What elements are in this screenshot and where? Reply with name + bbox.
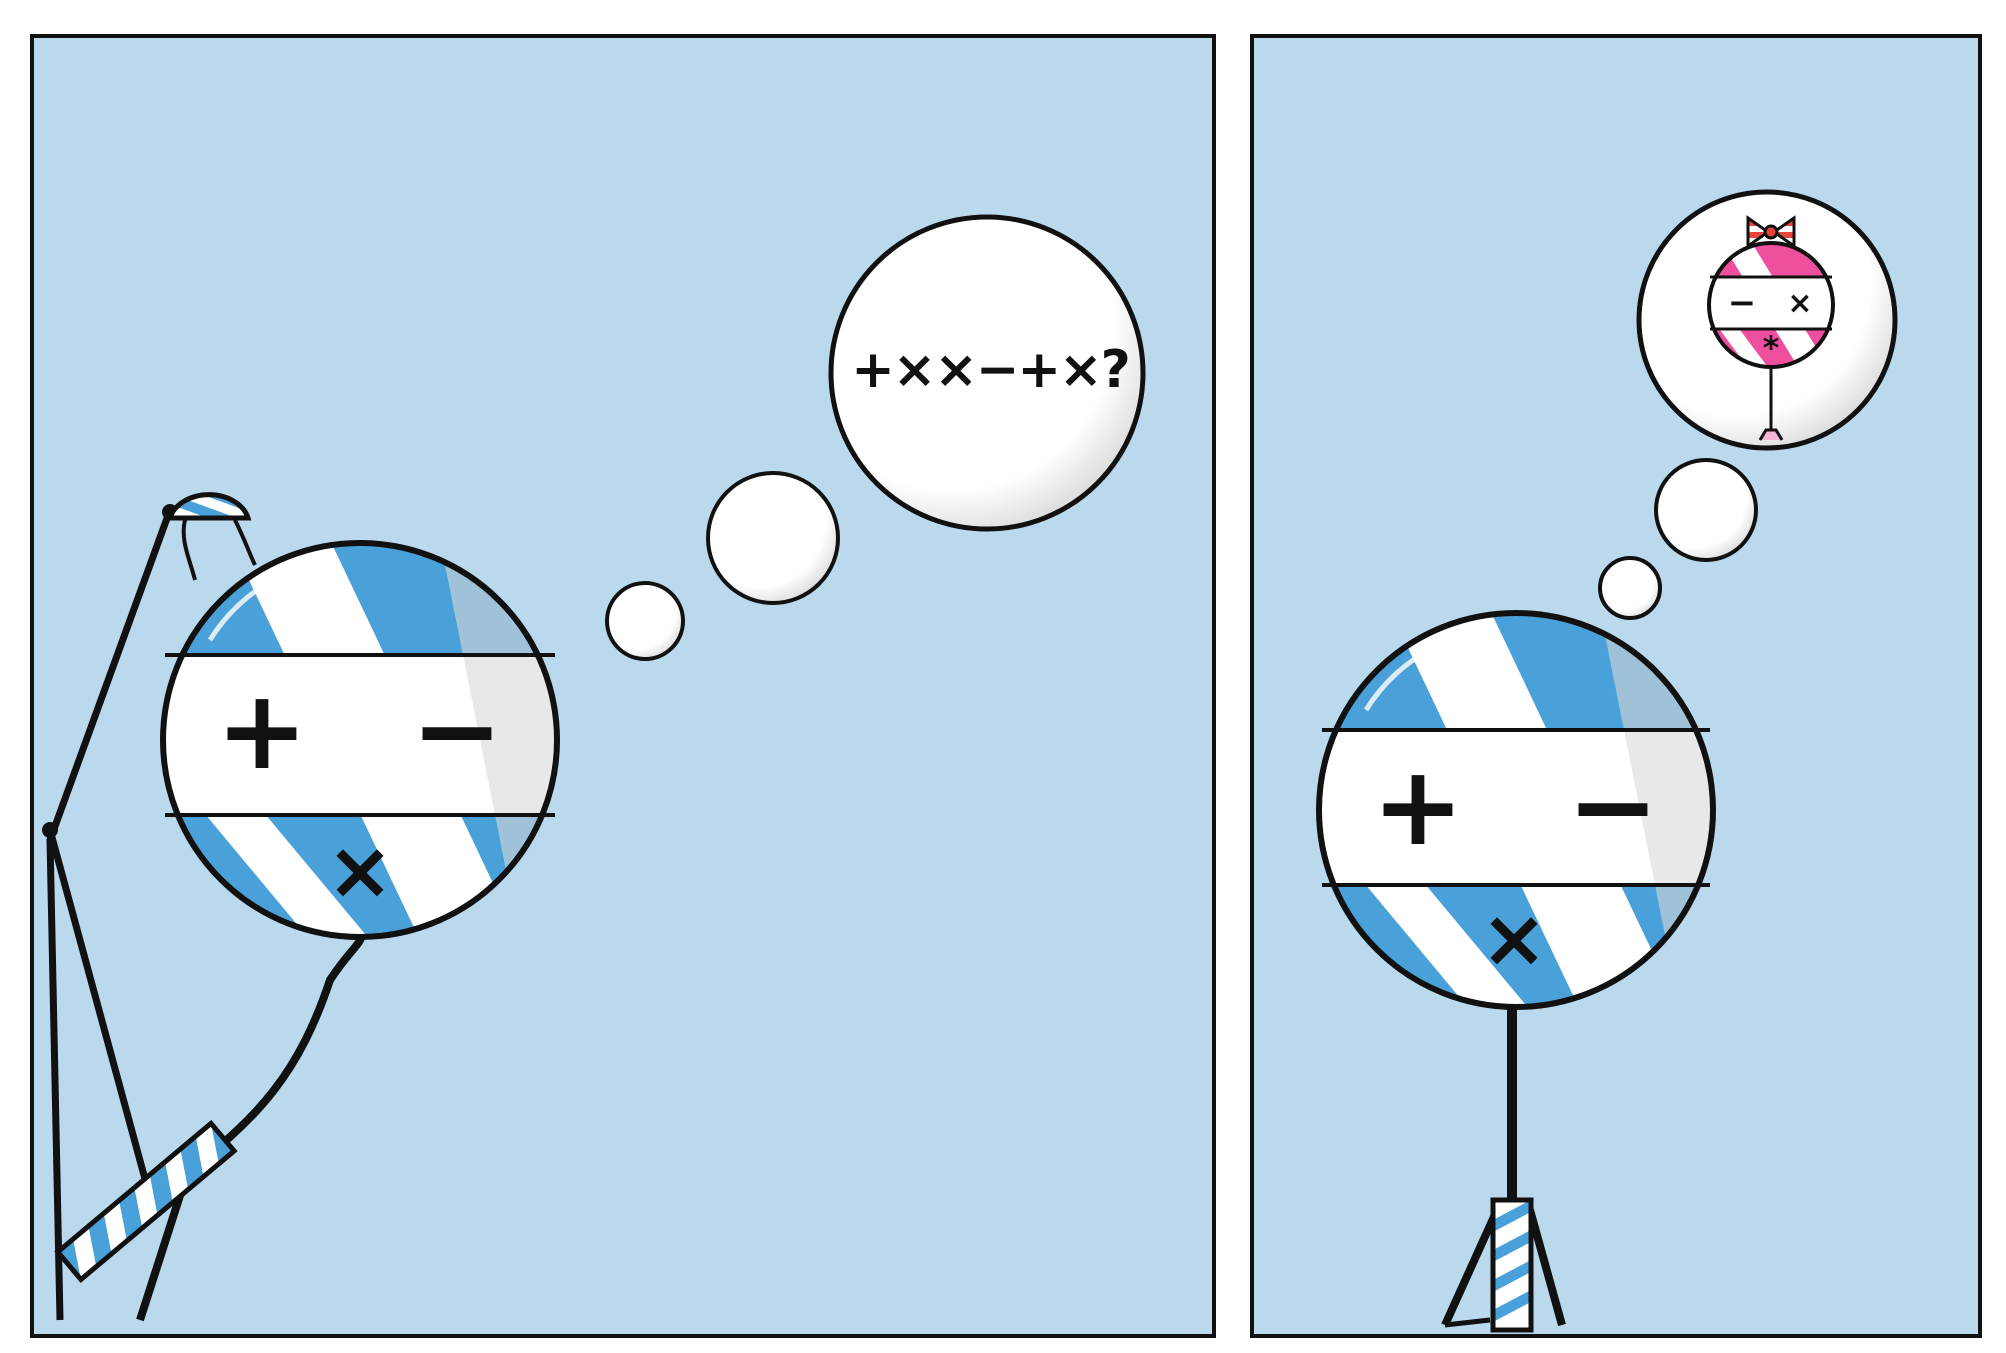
panel-1-right-eye: − bbox=[410, 666, 504, 794]
pink-character-in-thought bbox=[1707, 215, 1835, 441]
panel-2-right-eye: − bbox=[1566, 742, 1660, 870]
panel-1-left-eye: + bbox=[215, 666, 309, 794]
panel-2-character bbox=[1316, 610, 1716, 1333]
panel-1-character bbox=[42, 492, 560, 1322]
thought-left-eye: − bbox=[1727, 283, 1757, 323]
panel-2-mouth: × bbox=[1480, 891, 1548, 985]
thought-mouth: * bbox=[1762, 329, 1780, 367]
panel-2-left-eye: + bbox=[1371, 742, 1465, 870]
thought-right-eye: × bbox=[1787, 285, 1813, 321]
panel-1-thought-text: +××−+×? bbox=[851, 340, 1131, 400]
panel-1-thought-bubbles bbox=[605, 214, 1146, 661]
panel-1-mouth: × bbox=[326, 823, 394, 917]
